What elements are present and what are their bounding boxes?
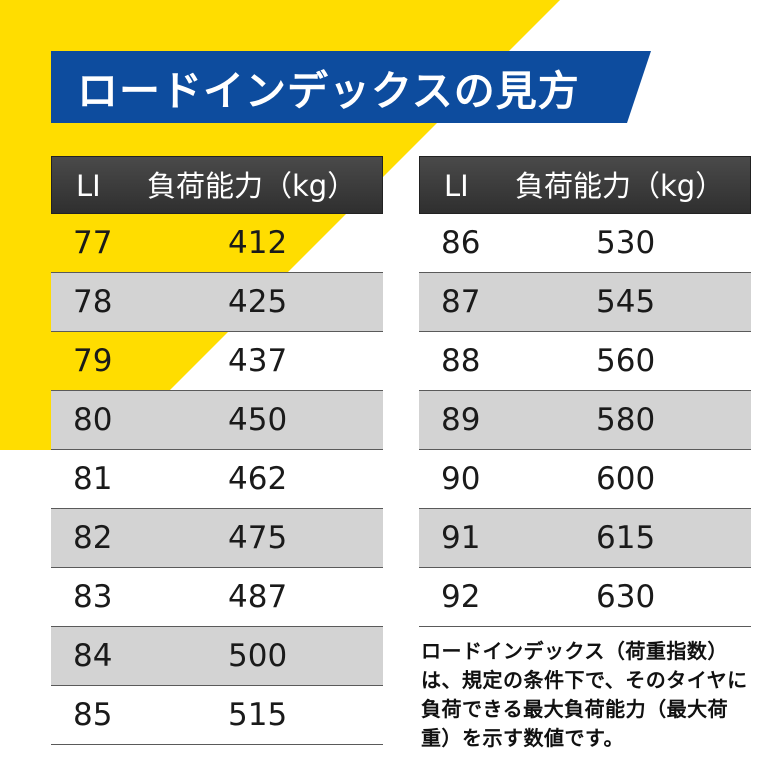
- capacity-cell: 580: [596, 402, 656, 438]
- table-header: LI 負荷能力（kg）: [51, 156, 383, 214]
- li-cell: 80: [73, 402, 113, 438]
- capacity-cell: 500: [228, 638, 288, 674]
- li-cell: 83: [73, 579, 113, 615]
- li-cell: 79: [73, 343, 113, 379]
- load-index-table-right: LI 負荷能力（kg） 86 530 87 545 88 560 89 580 …: [419, 156, 751, 627]
- capacity-cell: 515: [228, 697, 288, 733]
- li-cell: 82: [73, 520, 113, 556]
- capacity-cell: 425: [228, 284, 288, 320]
- explanation-note: ロードインデックス（荷重指数）は、規定の条件下で、そのタイヤに負荷できる最大負荷…: [421, 639, 748, 750]
- capacity-cell: 462: [228, 461, 288, 497]
- li-cell: 78: [73, 284, 113, 320]
- table-row: 89 580: [419, 391, 751, 450]
- li-cell: 92: [441, 579, 481, 615]
- page-title: ロードインデックスの見方: [51, 51, 651, 123]
- capacity-cell: 412: [228, 225, 288, 261]
- header-li: LI: [444, 169, 469, 203]
- table-row: 85 515: [51, 686, 383, 745]
- header-li: LI: [76, 169, 101, 203]
- table-row: 78 425: [51, 273, 383, 332]
- table-row: 90 600: [419, 450, 751, 509]
- table-row: 84 500: [51, 627, 383, 686]
- capacity-cell: 437: [228, 343, 288, 379]
- capacity-cell: 600: [596, 461, 656, 497]
- li-cell: 87: [441, 284, 481, 320]
- header-capacity: 負荷能力（kg）: [515, 169, 725, 203]
- table-row: 92 630: [419, 568, 751, 627]
- li-cell: 81: [73, 461, 113, 497]
- li-cell: 89: [441, 402, 481, 438]
- li-cell: 88: [441, 343, 481, 379]
- li-cell: 86: [441, 225, 481, 261]
- li-cell: 85: [73, 697, 113, 733]
- table-row: 87 545: [419, 273, 751, 332]
- capacity-cell: 630: [596, 579, 656, 615]
- table-row: 82 475: [51, 509, 383, 568]
- capacity-cell: 615: [596, 520, 656, 556]
- li-cell: 77: [73, 225, 113, 261]
- li-cell: 84: [73, 638, 113, 674]
- capacity-cell: 487: [228, 579, 288, 615]
- capacity-cell: 545: [596, 284, 656, 320]
- capacity-cell: 530: [596, 225, 656, 261]
- table-row: 80 450: [51, 391, 383, 450]
- li-cell: 90: [441, 461, 481, 497]
- table-row: 91 615: [419, 509, 751, 568]
- capacity-cell: 475: [228, 520, 288, 556]
- load-index-table-left: LI 負荷能力（kg） 77 412 78 425 79 437 80 450 …: [51, 156, 383, 745]
- capacity-cell: 560: [596, 343, 656, 379]
- table-row: 83 487: [51, 568, 383, 627]
- table-row: 88 560: [419, 332, 751, 391]
- table-row: 86 530: [419, 214, 751, 273]
- header-capacity: 負荷能力（kg）: [147, 169, 357, 203]
- table-header: LI 負荷能力（kg）: [419, 156, 751, 214]
- li-cell: 91: [441, 520, 481, 556]
- capacity-cell: 450: [228, 402, 288, 438]
- table-row: 81 462: [51, 450, 383, 509]
- table-row: 79 437: [51, 332, 383, 391]
- table-row: 77 412: [51, 214, 383, 273]
